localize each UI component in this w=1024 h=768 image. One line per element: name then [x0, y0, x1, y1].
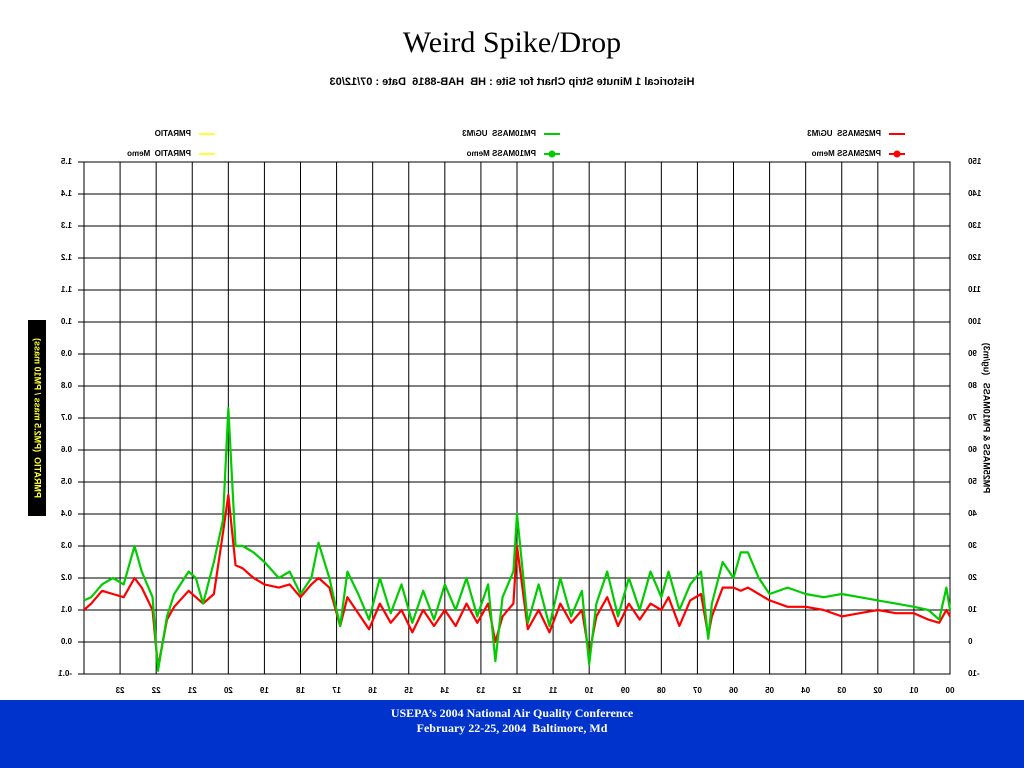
y2-axis-title-group: PMRATIO (PM2.5 mass / PM10 mass) — [28, 320, 46, 516]
x-tick-label: 00 — [945, 686, 954, 695]
footer-band — [0, 700, 1024, 768]
x-tick-label: 14 — [440, 686, 449, 695]
x-tick-label: 05 — [765, 686, 774, 695]
y2-tick-label: 0.6 — [60, 445, 72, 454]
y-tick-label: -10 — [967, 669, 979, 678]
legend-label: PM25MASS Memo — [812, 149, 881, 158]
x-tick-label: 11 — [548, 686, 557, 695]
footer-line: February 22-25, 2004 Baltimore, Md — [417, 721, 608, 735]
y-tick-label: 90 — [967, 349, 976, 358]
legend-label: PM25MASS UG/M3 — [807, 129, 881, 138]
y2-tick-label: 0.1 — [60, 605, 72, 614]
y-tick-label: 150 — [967, 157, 981, 166]
y-tick-label: 20 — [967, 573, 976, 582]
legend-marker — [893, 150, 901, 158]
y2-tick-label: 0.0 — [60, 637, 72, 646]
y-tick-label: 130 — [967, 221, 981, 230]
y2-tick-label: 1.4 — [60, 189, 72, 198]
legend-label: PM10MASS UG/M3 — [462, 129, 536, 138]
legend-marker — [548, 150, 556, 158]
y-tick-label: 30 — [967, 541, 976, 550]
y-tick-label: 40 — [967, 509, 976, 518]
y-tick-label: 110 — [967, 285, 980, 294]
x-tick-label: 13 — [476, 686, 485, 695]
y2-axis-title-box — [28, 320, 46, 516]
x-tick-label: 19 — [259, 686, 268, 695]
footer-line: USEPA’s 2004 National Air Quality Confer… — [391, 706, 634, 720]
y2-axis-title: PMRATIO (PM2.5 mass / PM10 mass) — [33, 338, 43, 498]
series-line — [83, 407, 952, 672]
x-tick-label: 16 — [368, 686, 377, 695]
legend-label: PMRATIO Memo — [127, 149, 191, 158]
x-tick-label: 21 — [187, 686, 196, 695]
y2-tick-label: 0.2 — [60, 573, 72, 582]
x-tick-label: 01 — [909, 686, 918, 695]
y-tick-label: 60 — [967, 445, 976, 454]
y2-tick-label: 0.7 — [60, 413, 72, 422]
y-tick-label: 10 — [967, 605, 976, 614]
slide-title: Weird Spike/Drop — [403, 26, 621, 59]
y2-tick-label: -0.1 — [58, 669, 72, 678]
x-tick-label: 15 — [404, 686, 413, 695]
x-tick-label: 17 — [332, 686, 341, 695]
chart-subtitle: Historical 1 Minute Strip Chart for Site… — [330, 76, 695, 88]
y-tick-label: 70 — [967, 413, 976, 422]
y2-tick-label: 1.0 — [60, 317, 72, 326]
x-tick-label: 23 — [115, 686, 124, 695]
y2-tick-label: 1.2 — [60, 253, 72, 262]
y-tick-label: 140 — [967, 189, 981, 198]
x-tick-label: 22 — [151, 686, 160, 695]
x-tick-label: 06 — [729, 686, 738, 695]
x-tick-label: 09 — [620, 686, 629, 695]
mirrored-chart: Historical 1 Minute Strip Chart for Site… — [28, 76, 992, 695]
y2-tick-label: 0.9 — [60, 349, 72, 358]
y2-tick-label: 0.5 — [60, 477, 72, 486]
x-tick-label: 07 — [692, 686, 701, 695]
x-tick-label: 08 — [656, 686, 665, 695]
y-tick-label: 80 — [967, 381, 976, 390]
legend-label: PMRATIO — [155, 129, 191, 138]
y-tick-label: 50 — [967, 477, 976, 486]
y2-tick-label: 1.1 — [60, 285, 72, 294]
y2-tick-label: 0.3 — [60, 541, 72, 550]
y-tick-label: 100 — [967, 317, 981, 326]
x-tick-label: 18 — [296, 686, 305, 695]
y2-tick-label: 0.8 — [60, 381, 72, 390]
y2-tick-label: 1.3 — [60, 221, 72, 230]
legend-label: PM10MASS Memo — [467, 149, 536, 158]
y-tick-label: 0 — [967, 637, 972, 646]
y2-tick-label: 0.4 — [60, 509, 72, 518]
y-tick-label: 120 — [967, 253, 981, 262]
y2-tick-label: 1.5 — [60, 157, 72, 166]
x-tick-label: 10 — [584, 686, 593, 695]
x-tick-label: 12 — [512, 686, 521, 695]
x-tick-label: 20 — [223, 686, 232, 695]
y-axis-title: PM25MASS & PM10MASS (ug/m3) — [982, 343, 992, 494]
x-tick-label: 02 — [873, 686, 882, 695]
x-tick-label: 04 — [801, 686, 810, 695]
x-tick-label: 03 — [837, 686, 846, 695]
